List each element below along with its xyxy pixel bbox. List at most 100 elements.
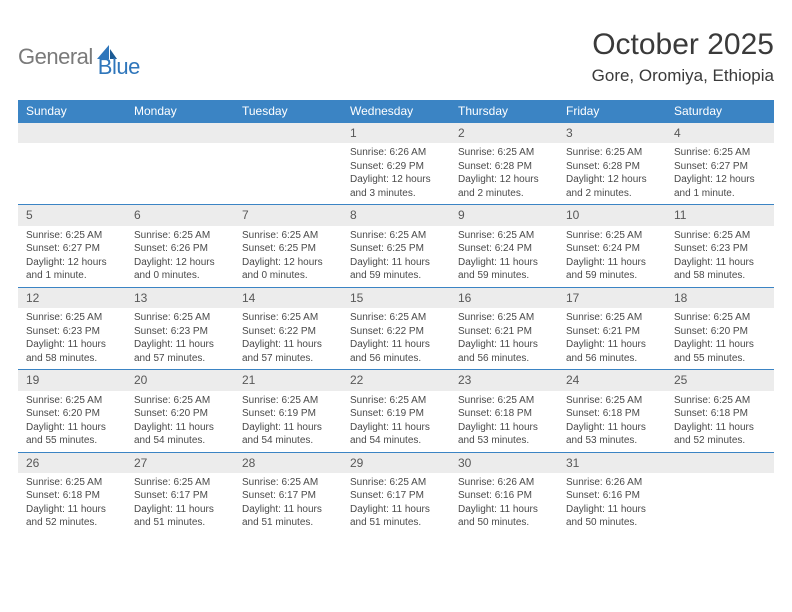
sunrise-text: Sunrise: 6:25 AM: [350, 311, 444, 325]
day-cell: 27Sunrise: 6:25 AMSunset: 6:17 PMDayligh…: [126, 453, 234, 534]
sunrise-text: Sunrise: 6:25 AM: [674, 311, 768, 325]
day-details: Sunrise: 6:25 AMSunset: 6:18 PMDaylight:…: [18, 473, 126, 534]
daylight-text: Daylight: 12 hours and 2 minutes.: [458, 173, 552, 200]
day-number: 7: [234, 205, 342, 225]
week-row: 26Sunrise: 6:25 AMSunset: 6:18 PMDayligh…: [18, 452, 774, 534]
day-cell: [234, 123, 342, 204]
sunset-text: Sunset: 6:27 PM: [26, 242, 120, 256]
daylight-text: Daylight: 11 hours and 54 minutes.: [134, 421, 228, 448]
day-cell: 20Sunrise: 6:25 AMSunset: 6:20 PMDayligh…: [126, 370, 234, 451]
day-cell: 15 Sunrise: 6:25 AMSunset: 6:22 PMDayligh…: [342, 288, 450, 369]
day-cell: 3Sunrise: 6:25 AMSunset: 6:28 PMDaylight…: [558, 123, 666, 204]
day-cell: 7Sunrise: 6:25 AMSunset: 6:25 PMDaylight…: [234, 205, 342, 286]
day-number: 12: [18, 288, 126, 308]
day-cell: 30Sunrise: 6:26 AMSunset: 6:16 PMDayligh…: [450, 453, 558, 534]
sunset-text: Sunset: 6:18 PM: [26, 489, 120, 503]
sunset-text: Sunset: 6:20 PM: [134, 407, 228, 421]
day-number: 22: [342, 370, 450, 390]
sunset-text: Sunset: 6:17 PM: [350, 489, 444, 503]
day-number: 27: [126, 453, 234, 473]
day-details: Sunrise: 6:25 AMSunset: 6:23 PMDaylight:…: [18, 308, 126, 369]
weekday-header: Friday: [558, 100, 666, 123]
calendar-grid: Sunday Monday Tuesday Wednesday Thursday…: [18, 100, 774, 534]
sunrise-text: Sunrise: 6:26 AM: [350, 146, 444, 160]
sunset-text: Sunset: 6:29 PM: [350, 160, 444, 174]
day-cell: 26Sunrise: 6:25 AMSunset: 6:18 PMDayligh…: [18, 453, 126, 534]
sunset-text: Sunset: 6:19 PM: [242, 407, 336, 421]
daylight-text: Daylight: 12 hours and 0 minutes.: [242, 256, 336, 283]
day-number: 15: [342, 288, 450, 308]
sunset-text: Sunset: 6:23 PM: [134, 325, 228, 339]
sunset-text: Sunset: 6:20 PM: [674, 325, 768, 339]
location-subtitle: Gore, Oromiya, Ethiopia: [592, 66, 774, 86]
day-cell: 18Sunrise: 6:25 AMSunset: 6:20 PMDayligh…: [666, 288, 774, 369]
day-cell: 25Sunrise: 6:25 AMSunset: 6:18 PMDayligh…: [666, 370, 774, 451]
daylight-text: Daylight: 11 hours and 59 minutes.: [458, 256, 552, 283]
sunrise-text: Sunrise: 6:25 AM: [242, 229, 336, 243]
sunset-text: Sunset: 6:17 PM: [242, 489, 336, 503]
sunrise-text: Sunrise: 6:25 AM: [350, 229, 444, 243]
daylight-text: Daylight: 11 hours and 57 minutes.: [134, 338, 228, 365]
day-details: Sunrise: 6:25 AMSunset: 6:18 PMDaylight:…: [558, 391, 666, 452]
daylight-text: Daylight: 11 hours and 50 minutes.: [566, 503, 660, 530]
weekday-header: Saturday: [666, 100, 774, 123]
sunset-text: Sunset: 6:20 PM: [26, 407, 120, 421]
daylight-text: Daylight: 11 hours and 59 minutes.: [566, 256, 660, 283]
day-cell: 14Sunrise: 6:25 AMSunset: 6:22 PMDayligh…: [234, 288, 342, 369]
day-details: Sunrise: 6:25 AMSunset: 6:26 PMDaylight:…: [126, 226, 234, 287]
sunset-text: Sunset: 6:22 PM: [350, 325, 444, 339]
day-cell: 31Sunrise: 6:26 AMSunset: 6:16 PMDayligh…: [558, 453, 666, 534]
sunset-text: Sunset: 6:18 PM: [458, 407, 552, 421]
day-details: Sunrise: 6:25 AMSunset: 6:21 PMDaylight:…: [450, 308, 558, 369]
day-number: 6: [126, 205, 234, 225]
day-details: Sunrise: 6:25 AMSunset: 6:17 PMDaylight:…: [126, 473, 234, 534]
day-details: Sunrise: 6:25 AMSunset: 6:22 PMDaylight:…: [234, 308, 342, 369]
day-details: Sunrise: 6:25 AMSunset: 6:28 PMDaylight:…: [450, 143, 558, 204]
day-number: 10: [558, 205, 666, 225]
daylight-text: Daylight: 11 hours and 54 minutes.: [350, 421, 444, 448]
daylight-text: Daylight: 11 hours and 52 minutes.: [26, 503, 120, 530]
day-details: Sunrise: 6:25 AMSunset: 6:23 PMDaylight:…: [126, 308, 234, 369]
sunrise-text: Sunrise: 6:25 AM: [26, 311, 120, 325]
day-cell: 19Sunrise: 6:25 AMSunset: 6:20 PMDayligh…: [18, 370, 126, 451]
day-cell: 17Sunrise: 6:25 AMSunset: 6:21 PMDayligh…: [558, 288, 666, 369]
sunrise-text: Sunrise: 6:25 AM: [458, 229, 552, 243]
sunrise-text: Sunrise: 6:25 AM: [674, 394, 768, 408]
sunrise-text: Sunrise: 6:25 AM: [458, 311, 552, 325]
weekday-header-row: Sunday Monday Tuesday Wednesday Thursday…: [18, 100, 774, 123]
day-cell: 2Sunrise: 6:25 AMSunset: 6:28 PMDaylight…: [450, 123, 558, 204]
day-details: Sunrise: 6:26 AMSunset: 6:16 PMDaylight:…: [450, 473, 558, 534]
day-details: Sunrise: 6:25 AMSunset: 6:18 PMDaylight:…: [450, 391, 558, 452]
day-number: 2: [450, 123, 558, 143]
weekday-header: Monday: [126, 100, 234, 123]
day-cell: 22Sunrise: 6:25 AMSunset: 6:19 PMDayligh…: [342, 370, 450, 451]
day-details: Sunrise: 6:25 AMSunset: 6:25 PMDaylight:…: [342, 226, 450, 287]
daylight-text: Daylight: 11 hours and 50 minutes.: [458, 503, 552, 530]
daylight-text: Daylight: 12 hours and 2 minutes.: [566, 173, 660, 200]
sunrise-text: Sunrise: 6:25 AM: [134, 311, 228, 325]
day-details: Sunrise: 6:25 AMSunset: 6:24 PMDaylight:…: [450, 226, 558, 287]
sunrise-text: Sunrise: 6:25 AM: [458, 394, 552, 408]
daylight-text: Daylight: 11 hours and 54 minutes.: [242, 421, 336, 448]
sunset-text: Sunset: 6:17 PM: [134, 489, 228, 503]
daylight-text: Daylight: 11 hours and 55 minutes.: [26, 421, 120, 448]
sunset-text: Sunset: 6:24 PM: [458, 242, 552, 256]
day-details: Sunrise: 6:25 AMSunset: 6:23 PMDaylight:…: [666, 226, 774, 287]
weeks-container: 1 Sunrise: 6:26 AMSunset: 6:29 PM Daylight…: [18, 123, 774, 534]
daylight-text: Daylight: 12 hours and 1 minute.: [26, 256, 120, 283]
daylight-text: Daylight: 11 hours and 56 minutes.: [350, 338, 444, 365]
sunset-text: Sunset: 6:23 PM: [26, 325, 120, 339]
daylight-text: Daylight: 11 hours and 51 minutes.: [242, 503, 336, 530]
day-number: 3: [558, 123, 666, 143]
sunset-text: Sunset: 6:24 PM: [566, 242, 660, 256]
week-row: 5Sunrise: 6:25 AMSunset: 6:27 PMDaylight…: [18, 204, 774, 286]
day-cell: 10Sunrise: 6:25 AMSunset: 6:24 PMDayligh…: [558, 205, 666, 286]
day-cell: 9Sunrise: 6:25 AMSunset: 6:24 PMDaylight…: [450, 205, 558, 286]
sunrise-text: Sunrise: 6:25 AM: [242, 311, 336, 325]
sunset-text: Sunset: 6:21 PM: [458, 325, 552, 339]
day-details: Sunrise: 6:25 AMSunset: 6:19 PMDaylight:…: [234, 391, 342, 452]
day-cell: 6Sunrise: 6:25 AMSunset: 6:26 PMDaylight…: [126, 205, 234, 286]
day-number: 1: [342, 123, 450, 143]
sunrise-text: Sunrise: 6:25 AM: [26, 394, 120, 408]
day-details: Sunrise: 6:25 AMSunset: 6:28 PMDaylight:…: [558, 143, 666, 204]
